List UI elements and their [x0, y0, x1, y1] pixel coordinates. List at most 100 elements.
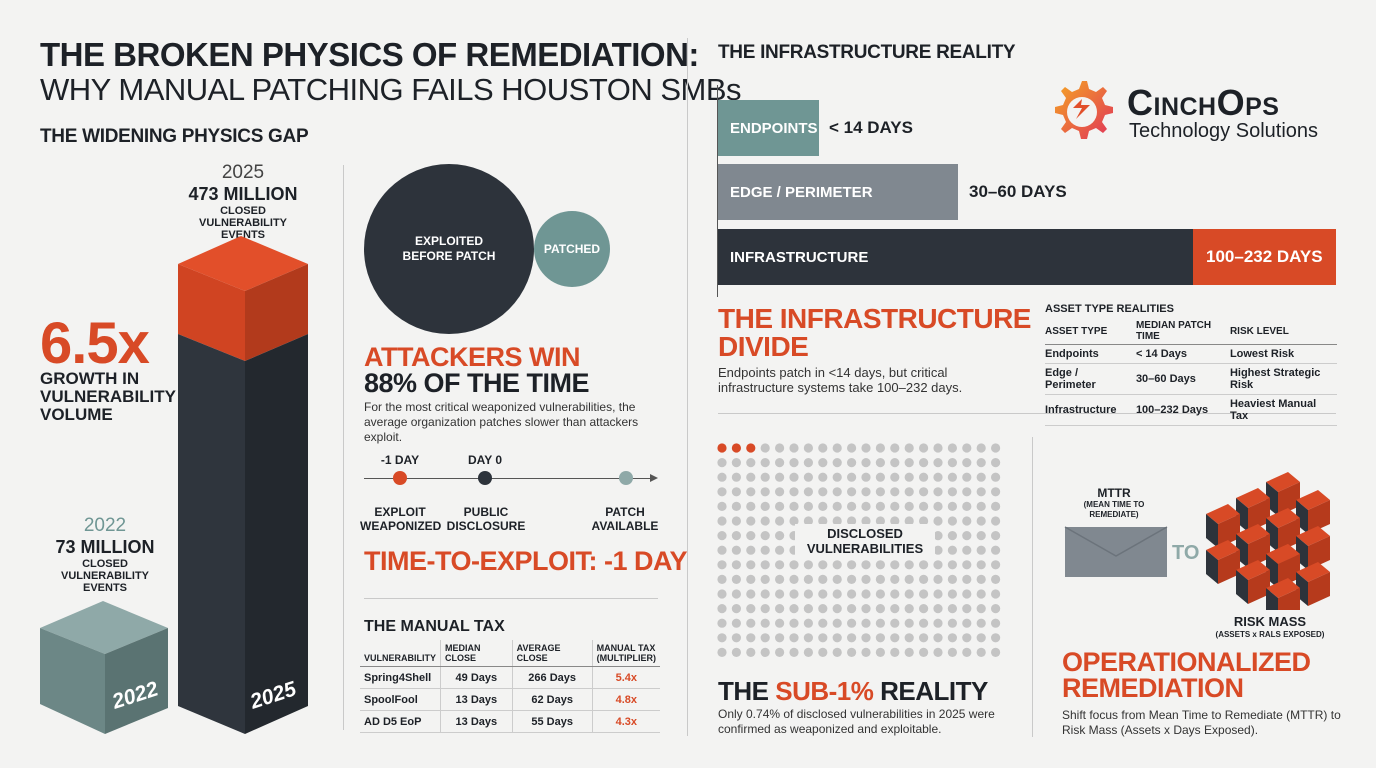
vulnerability-dot	[746, 487, 756, 497]
sub1-description: Only 0.74% of disclosed vulnerabilities …	[718, 707, 995, 736]
vulnerability-dot	[789, 560, 799, 570]
bar-label: ENDPOINTS	[730, 119, 818, 137]
attackers-headline: ATTACKERS WIN	[364, 342, 580, 372]
sub1-headline-part: REALITY	[873, 676, 988, 706]
vulnerability-dot	[976, 443, 986, 453]
vulnerability-dot	[832, 487, 842, 497]
mttr-label: MTTR	[1097, 486, 1131, 500]
section-heading-infra: THE INFRASTRUCTURE REALITY	[718, 42, 1016, 63]
vulnerability-dot	[789, 647, 799, 657]
timeline-patch: PATCH AVAILABLE	[591, 505, 659, 533]
bar-endpoints: ENDPOINTS	[718, 100, 819, 156]
bar-value-infrastructure: 100–232 DAYS	[1193, 229, 1336, 285]
attackers-description: For the most critical weaponized vulnera…	[364, 400, 639, 444]
vulnerability-dot	[731, 458, 741, 468]
vulnerability-dot	[976, 633, 986, 643]
vulnerability-dot	[803, 604, 813, 614]
cube-face	[1248, 534, 1270, 568]
vulnerability-dot	[976, 516, 986, 526]
vulnerability-dot	[962, 501, 972, 511]
table-cell: Infrastructure	[1045, 394, 1136, 426]
cube-face	[1296, 490, 1330, 510]
vulnerability-dot	[861, 604, 871, 614]
vulnerability-dot	[731, 501, 741, 511]
vulnerability-dot	[760, 589, 770, 599]
operational-description: Shift focus from Mean Time to Remediate …	[1062, 708, 1341, 737]
vulnerability-dot	[919, 618, 929, 628]
vulnerability-dot	[847, 458, 857, 468]
vulnerability-dot	[919, 458, 929, 468]
vulnerability-dot	[947, 472, 957, 482]
cube-face	[1218, 514, 1240, 548]
vulnerability-dot	[919, 647, 929, 657]
table-cell: 266 Days	[511, 666, 593, 689]
vulnerability-dot	[731, 545, 741, 555]
vulnerability-dot	[818, 560, 828, 570]
vulnerability-dot	[947, 604, 957, 614]
vulnerability-dot	[947, 589, 957, 599]
vulnerability-dot	[789, 516, 799, 526]
vulnerability-dot	[746, 516, 756, 526]
column-header: VULNERABILITY	[360, 640, 441, 667]
vulnerability-dot	[861, 487, 871, 497]
table-cell: 62 Days	[511, 688, 593, 711]
vulnerability-dot	[890, 647, 900, 657]
sub1-headline-part: THE	[718, 676, 776, 706]
column-header: AVERAGE CLOSE	[511, 640, 593, 667]
timeline-minus1: -1 DAY	[380, 453, 420, 467]
vulnerability-dot	[890, 443, 900, 453]
vulnerability-dot	[731, 574, 741, 584]
mttr-sublabel: (MEAN TIME TO REMEDIATE)	[1083, 500, 1145, 519]
vulnerability-dot	[832, 458, 842, 468]
vulnerability-dot	[847, 618, 857, 628]
vulnerability-dot	[976, 458, 986, 468]
exploit-dot	[393, 471, 407, 485]
vulnerability-dot	[789, 589, 799, 599]
vulnerability-dot	[962, 589, 972, 599]
vulnerability-dot	[717, 618, 727, 628]
vulnerability-dot	[962, 574, 972, 584]
vulnerability-dot	[789, 472, 799, 482]
divide-headline: THE INFRASTRUCTURE DIVIDE	[718, 305, 1032, 362]
vulnerability-dot	[832, 618, 842, 628]
vulnerability-dot	[832, 604, 842, 614]
timeline-disclosure: PUBLIC DISCLOSURE	[446, 505, 526, 533]
cube-face	[1308, 536, 1330, 570]
vulnerability-dot	[861, 472, 871, 482]
bar-infrastructure: INFRASTRUCTURE	[718, 229, 1193, 285]
divide-line2: DIVIDE	[718, 331, 809, 362]
table-cell: Edge / Perimeter	[1045, 363, 1136, 395]
vulnerability-dot	[861, 574, 871, 584]
vulnerability-dot	[890, 618, 900, 628]
column-header: MEDIAN PATCH TIME	[1135, 318, 1230, 345]
vulnerability-dot	[760, 458, 770, 468]
vulnerability-dot	[775, 633, 785, 643]
timeline-axis	[364, 478, 654, 479]
vulnerability-dot	[717, 560, 727, 570]
vulnerability-dot	[991, 443, 1001, 453]
growth-value: 6.5x	[40, 311, 150, 376]
vulnerability-dot	[919, 443, 929, 453]
vulnerability-dot	[991, 589, 1001, 599]
vulnerability-dot	[933, 531, 943, 541]
cube-face	[1266, 544, 1300, 564]
vulnerability-dot	[933, 574, 943, 584]
vulnerability-dot	[775, 647, 785, 657]
vulnerability-dot	[904, 472, 914, 482]
row-divider	[364, 598, 658, 599]
vulnerability-dot	[933, 604, 943, 614]
vulnerability-dot	[760, 472, 770, 482]
vulnerability-dot	[904, 487, 914, 497]
timeline-exploit: EXPLOIT WEAPONIZED	[360, 505, 442, 533]
vulnerability-dot	[717, 458, 727, 468]
vulnerability-dot	[789, 604, 799, 614]
vulnerability-dot	[904, 501, 914, 511]
vulnerability-dot	[775, 516, 785, 526]
vulnerability-dot	[976, 647, 986, 657]
bar-label: INFRASTRUCTURE	[730, 248, 869, 266]
vulnerability-dot	[847, 604, 857, 614]
dots-label: DISCLOSED VULNERABILITIES	[795, 524, 935, 558]
vulnerability-dot	[775, 501, 785, 511]
cube-face	[1308, 500, 1330, 534]
vulnerability-dot	[731, 604, 741, 614]
